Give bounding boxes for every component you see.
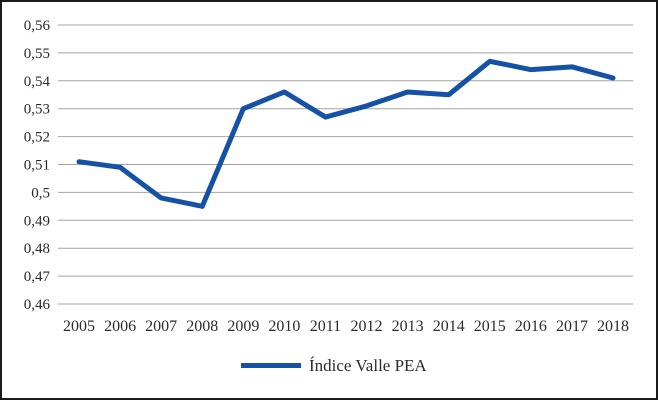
x-axis-tick-labels: 2005 2006 2007 2008 2009 2010 2011 2012 2013 2014… <box>63 318 629 335</box>
y-axis-tick-label: 0,47 <box>24 269 51 285</box>
y-axis-tick-label: 0,51 <box>24 158 50 174</box>
gridlines <box>58 24 633 305</box>
legend: Índice Valle PEA <box>241 356 427 375</box>
x-axis-tick-label: 2018 <box>597 318 629 335</box>
y-axis-tick-label: 0,5 <box>31 185 50 201</box>
x-axis-tick-label: 2009 <box>227 318 259 335</box>
y-axis-tick-label: 0,56 <box>24 18 51 34</box>
y-axis-tick-label: 0,53 <box>24 102 50 118</box>
y-axis-tick-label: 0,52 <box>24 130 50 146</box>
x-axis-tick-label: 2006 <box>104 318 136 335</box>
y-axis-tick-label: 0,55 <box>24 46 50 62</box>
x-axis-tick-label: 2011 <box>310 318 341 335</box>
x-axis-tick-label: 2013 <box>392 318 424 335</box>
x-axis-tick-label: 2007 <box>145 318 177 335</box>
y-axis-tick-label: 0,46 <box>24 297 51 313</box>
x-axis-tick-label: 2015 <box>474 318 506 335</box>
y-axis-tick-label: 0,49 <box>24 213 50 229</box>
x-axis-tick-label: 2014 <box>433 318 465 335</box>
x-axis-tick-label: 2008 <box>186 318 218 335</box>
legend-label: Índice Valle PEA <box>309 356 427 375</box>
y-axis-tick-label: 0,54 <box>24 74 51 90</box>
series-line <box>76 58 616 209</box>
x-axis-tick-label: 2016 <box>515 318 547 335</box>
y-axis-tick-label: 0,48 <box>24 241 50 257</box>
x-axis-tick-label: 2010 <box>268 318 300 335</box>
x-axis-tick-label: 2005 <box>63 318 95 335</box>
x-axis-tick-label: 2012 <box>351 318 383 335</box>
series-lines <box>76 58 616 209</box>
x-axis-tick-label: 2017 <box>556 318 588 335</box>
y-axis-tick-labels: 0,46 0,47 0,48 0,49 0,5 0,51 0,52 0,53 0,54 0,55 0… <box>24 18 51 313</box>
